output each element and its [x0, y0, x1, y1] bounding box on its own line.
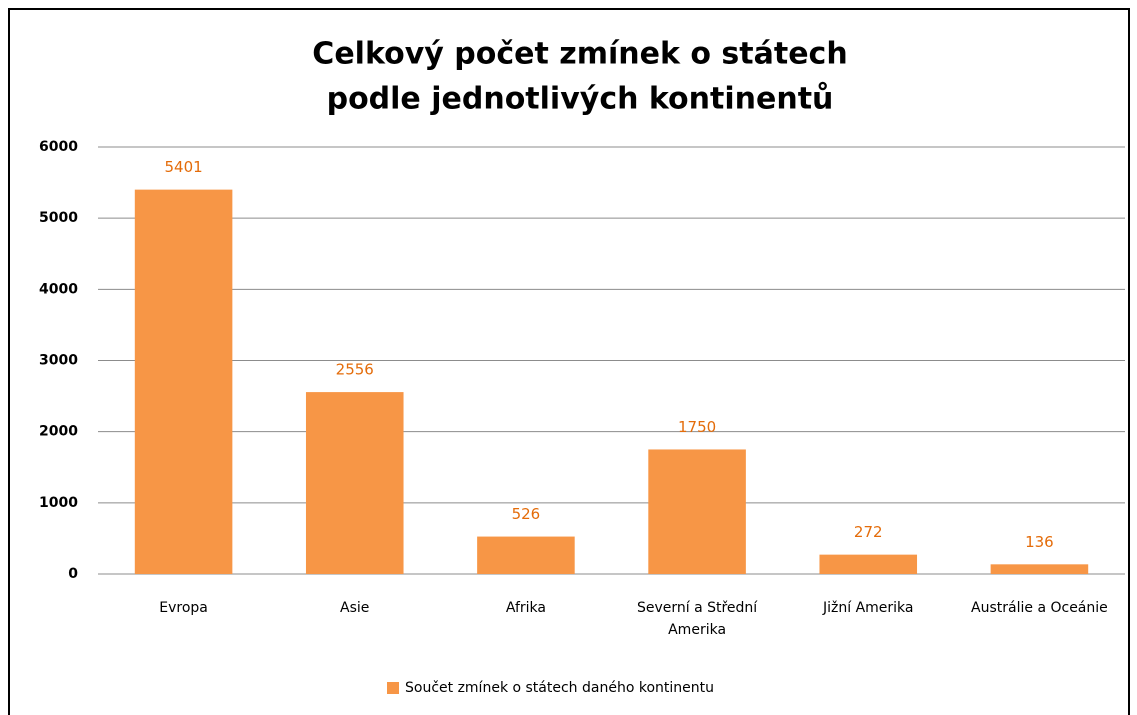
x-tick-label: Evropa: [159, 600, 208, 616]
y-tick-label: 4000: [39, 281, 78, 297]
y-tick-label: 3000: [39, 353, 78, 369]
data-label: 5401: [164, 158, 202, 176]
y-tick-label: 2000: [39, 424, 78, 440]
y-tick-label: 1000: [39, 495, 78, 511]
frame: [8, 8, 1130, 715]
y-tick-label: 6000: [39, 139, 78, 155]
bar: [648, 449, 746, 574]
data-label: 2556: [336, 361, 374, 379]
legend-swatch: [387, 682, 399, 694]
chart-title: Celkový počet zmínek o státech: [312, 37, 847, 72]
x-tick-label: Afrika: [505, 600, 546, 616]
y-tick-label: 0: [68, 566, 78, 582]
bar: [477, 536, 575, 574]
x-tick-label: Austrálie a Oceánie: [971, 600, 1108, 616]
y-tick-label: 5000: [39, 210, 78, 226]
data-label: 526: [512, 505, 541, 523]
data-label: 272: [854, 523, 883, 541]
bar: [134, 189, 233, 574]
x-tick-label: Severní a Střední Amerika: [636, 600, 758, 638]
legend-label: Součet zmínek o státech daného kontinent…: [405, 680, 714, 696]
bar: [819, 554, 918, 574]
x-tick-label: Asie: [340, 600, 370, 616]
bar: [990, 564, 1089, 574]
data-label: 1750: [678, 418, 716, 436]
x-tick-label: Jižní Amerika: [822, 600, 914, 616]
chart-title: podle jednotlivých kontinentů: [327, 81, 834, 117]
data-label: 136: [1025, 533, 1054, 551]
bar: [305, 392, 404, 574]
